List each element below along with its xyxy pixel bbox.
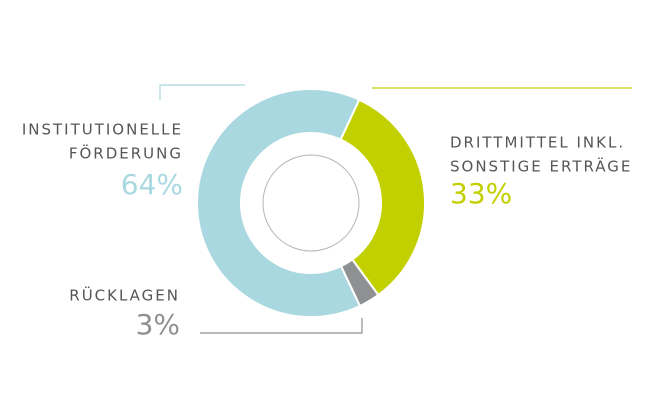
value-label: 64%: [121, 168, 183, 201]
leader-line: [159, 84, 245, 100]
donut-slice: [339, 98, 426, 297]
value-label: 33%: [450, 177, 512, 210]
inner-ring: [262, 154, 360, 252]
leader-line: [200, 318, 363, 334]
value-label: 3%: [136, 308, 180, 341]
category-label: DRITTMITTEL INKL.: [450, 134, 625, 152]
category-label: FÖRDERUNG: [69, 144, 183, 163]
category-label: SONSTIGE ERTRÄGE: [450, 157, 632, 176]
category-label: INSTITUTIONELLE: [22, 121, 183, 139]
category-label: RÜCKLAGEN: [69, 286, 180, 305]
donut-slice: [196, 88, 362, 318]
